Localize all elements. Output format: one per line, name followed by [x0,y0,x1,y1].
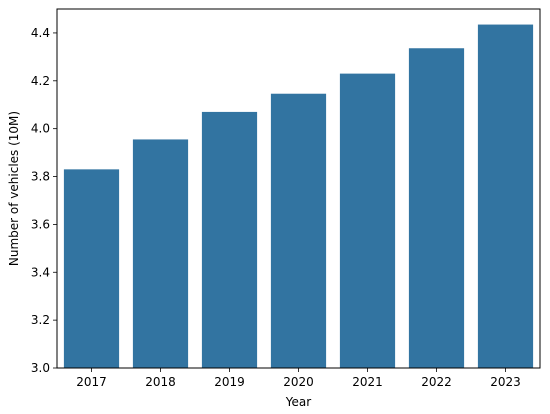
bar-2019 [201,111,258,368]
x-tick-label-2020: 2020 [283,375,314,389]
x-axis-title: Year [285,395,311,409]
x-tick-label-2021: 2021 [352,375,383,389]
bar-2018 [132,139,189,368]
x-tick-label-2019: 2019 [214,375,245,389]
bar-2023 [477,24,534,368]
y-tick-label: 3.4 [31,265,50,279]
bar-2017 [63,169,120,368]
x-axis: 2017 2018 2019 2020 2021 2022 2023 [76,368,521,389]
plot-frame [56,8,541,369]
x-tick-label-2017: 2017 [76,375,107,389]
y-tick-label: 4.0 [31,122,50,136]
bars-group [63,24,534,369]
bar-2020 [270,93,327,368]
y-tick-label: 3.6 [31,217,50,231]
y-tick-label: 3.8 [31,170,50,184]
x-tick-label-2023: 2023 [490,375,521,389]
y-tick-label: 3.0 [31,361,50,375]
y-axis: 3.0 3.2 3.4 3.6 3.8 4.0 4.2 4.4 [31,26,57,375]
y-tick-label: 3.2 [31,313,50,327]
bar-2022 [408,48,465,368]
bar-2021 [339,73,396,369]
y-tick-label: 4.4 [31,26,50,40]
x-tick-label-2022: 2022 [421,375,452,389]
x-tick-label-2018: 2018 [145,375,176,389]
y-axis-title: Number of vehicles (10M) [7,111,21,266]
y-tick-label: 4.2 [31,74,50,88]
